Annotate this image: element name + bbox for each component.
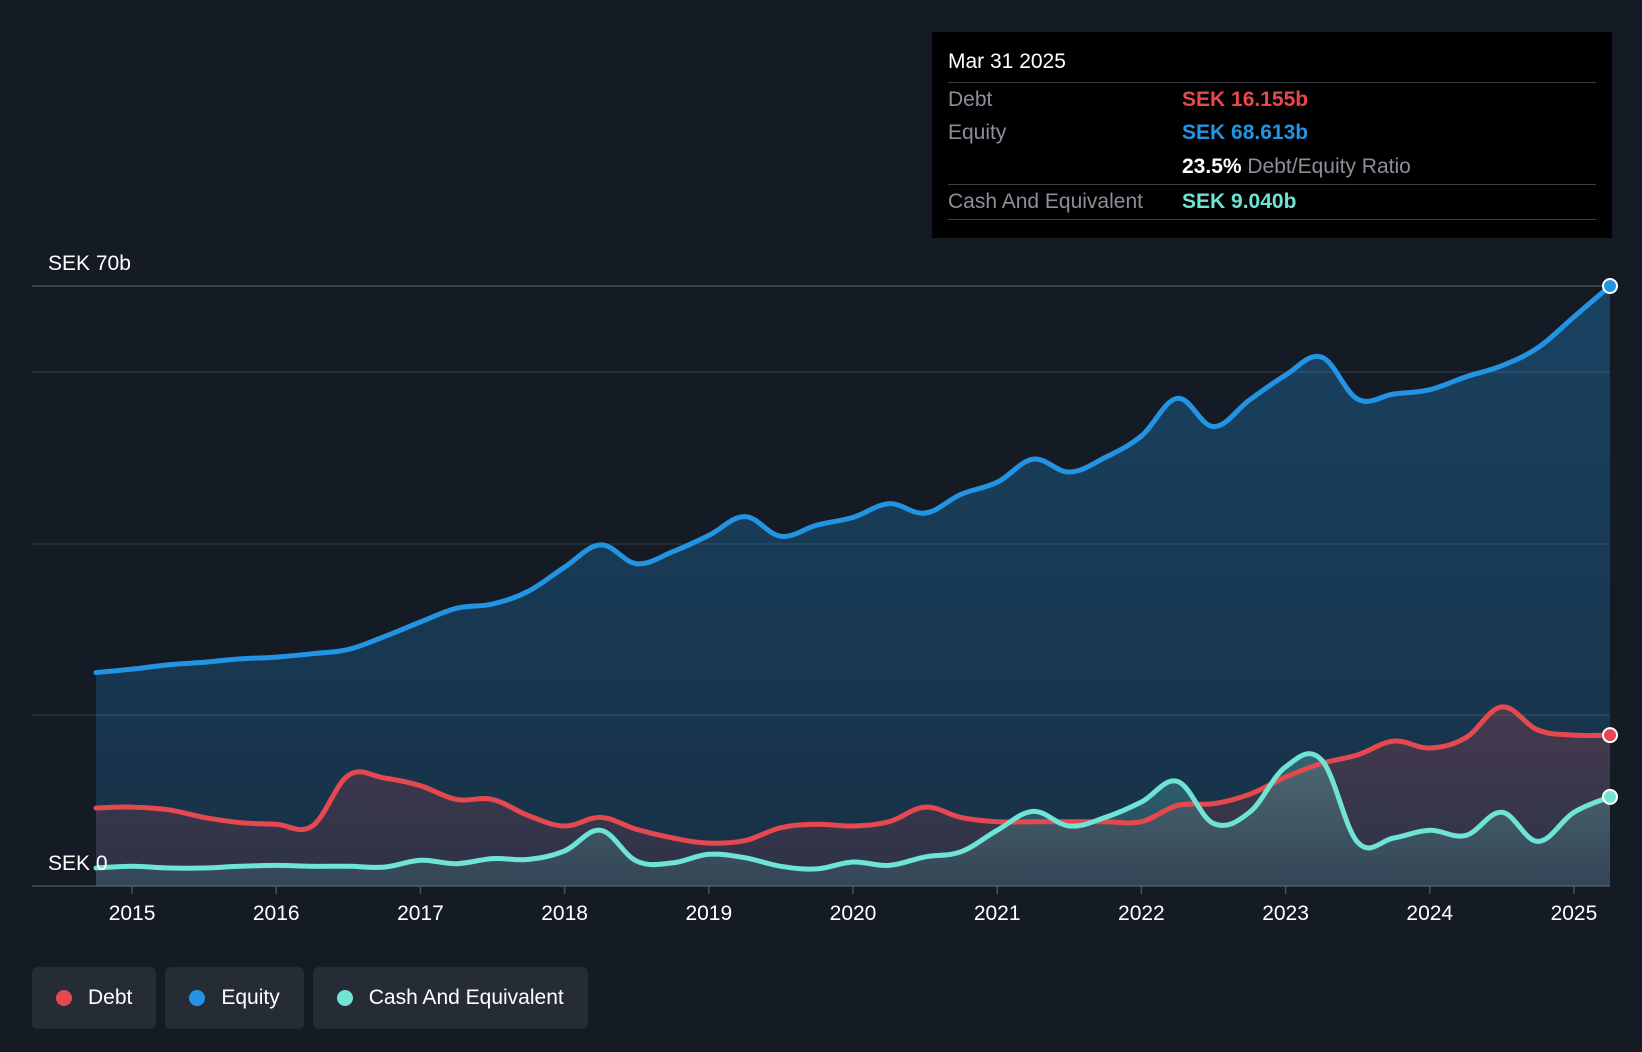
- tooltip-date: Mar 31 2025: [948, 50, 1066, 73]
- x-axis-ticks: 2015 2016 2017 2018 2019 2020 2021 2022 2023 2024…: [109, 886, 1598, 925]
- cash-area: [96, 753, 1610, 886]
- tooltip-cash-label: Cash And Equivalent: [948, 190, 1143, 213]
- debt-dot-icon: [56, 990, 72, 1006]
- x-tick-label: 2019: [685, 902, 732, 925]
- x-tick-label: 2024: [1406, 902, 1453, 925]
- series-lines: [93, 283, 1613, 872]
- tooltip-equity-row: Equity SEK 68.613b: [948, 116, 1596, 150]
- tooltip-cash-row: Cash And Equivalent SEK 9.040b: [948, 184, 1596, 220]
- end-markers: [1602, 278, 1618, 805]
- x-tick-label: 2015: [109, 902, 156, 925]
- x-tick-label: 2018: [541, 902, 588, 925]
- x-tick-label: 2016: [253, 902, 300, 925]
- tooltip-ratio-value: 23.5%: [1182, 155, 1242, 178]
- cash-end-marker: [1602, 788, 1618, 805]
- equity-line: [93, 283, 1613, 676]
- cash-dot-icon: [336, 990, 353, 1006]
- tooltip-ratio-label: Debt/Equity Ratio: [1247, 155, 1411, 178]
- chart-legend: Debt Equity Cash And Equivalent: [32, 967, 588, 1029]
- x-tick-label: 2023: [1262, 902, 1309, 925]
- legend-item-equity[interactable]: Equity: [165, 967, 304, 1029]
- cash-line: [93, 751, 1613, 872]
- tooltip-debt-value: SEK 16.155b: [1182, 88, 1309, 111]
- legend-cash-label: Cash And Equivalent: [368, 986, 564, 1009]
- debt-end-marker: [1602, 727, 1618, 744]
- x-tick-label: 2017: [397, 902, 444, 925]
- legend-equity-label: Equity: [221, 986, 280, 1009]
- legend-item-debt[interactable]: Debt: [32, 967, 157, 1029]
- equity-dot-icon: [189, 990, 206, 1006]
- x-tick-label: 2022: [1118, 902, 1165, 925]
- data-tooltip: Mar 31 2025 Debt SEK 16.155b Equity SEK …: [932, 32, 1612, 238]
- debt-line: [93, 704, 1613, 846]
- x-tick-label: 2020: [830, 902, 877, 925]
- tooltip-debt-label: Debt: [948, 88, 993, 111]
- y-axis-bottom-label: SEK 0: [48, 852, 108, 875]
- legend-debt-label: Debt: [88, 986, 133, 1009]
- x-tick-label: 2025: [1551, 902, 1598, 925]
- tooltip-debt-row: Debt SEK 16.155b: [948, 82, 1596, 117]
- x-tick-label: 2021: [974, 902, 1021, 925]
- tooltip-equity-value: SEK 68.613b: [1182, 121, 1309, 144]
- legend-item-cash[interactable]: Cash And Equivalent: [312, 967, 588, 1029]
- tooltip-ratio: 23.5% Debt/Equity Ratio: [1182, 155, 1411, 179]
- tooltip-cash-value: SEK 9.040b: [1182, 190, 1297, 213]
- series-areas: [96, 286, 1610, 886]
- equity-end-marker: [1602, 278, 1618, 294]
- y-axis-top-label: SEK 70b: [48, 252, 131, 275]
- equity-area: [96, 286, 1610, 886]
- tooltip-equity-label: Equity: [948, 121, 1007, 144]
- tooltip-ratio-row: 23.5% Debt/Equity Ratio: [948, 150, 1596, 184]
